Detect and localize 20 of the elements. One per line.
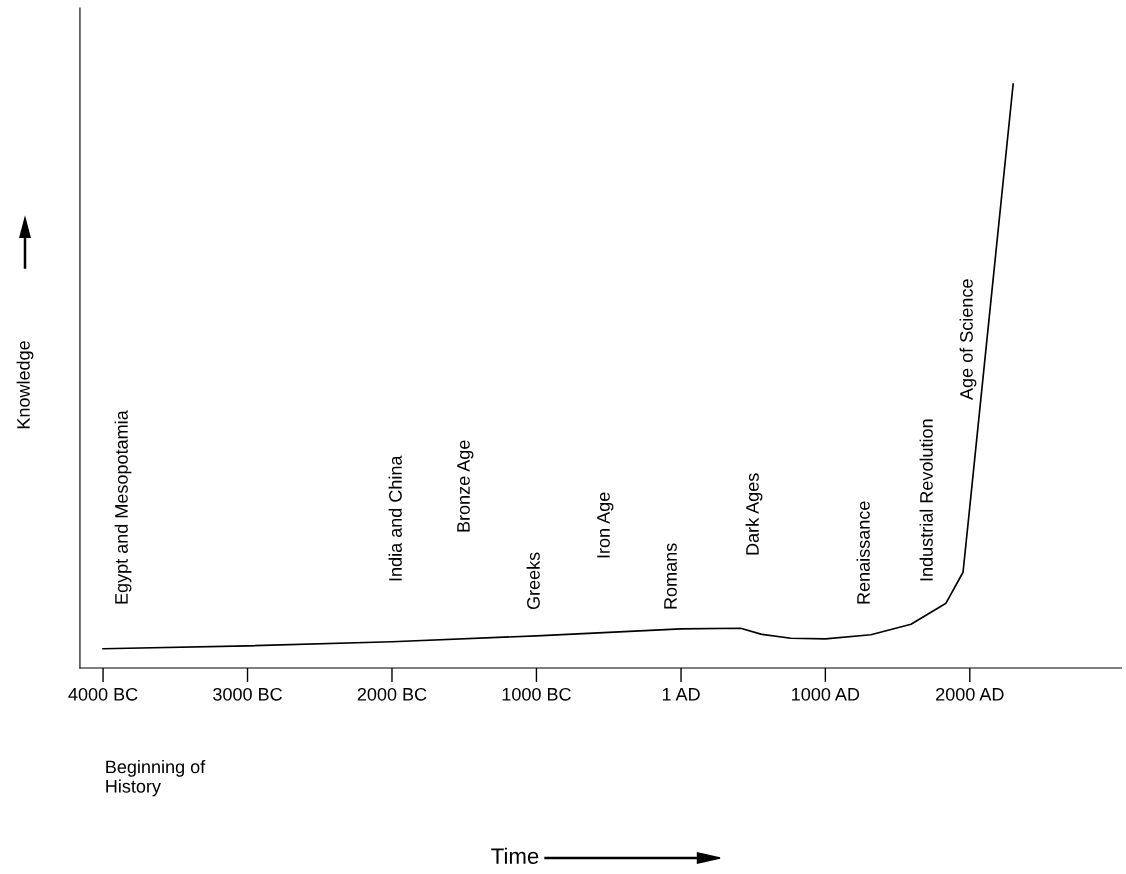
y-axis-title: Knowledge	[16, 341, 34, 429]
x-tick-label: 4000 BC	[68, 687, 138, 701]
annotation: Egypt and Mesopotamia	[114, 410, 132, 604]
annotation: Iron Age	[597, 492, 614, 558]
x-tick-label: 1000 AD	[792, 687, 860, 701]
annotation: Renaissance	[856, 501, 870, 604]
annotation: Greeks	[526, 552, 540, 610]
annotation: Romans	[664, 543, 677, 609]
x-tick-label: 3000 BC	[213, 687, 282, 701]
x-tick-label: 1000 BC	[502, 687, 571, 701]
text: Time	[491, 847, 539, 864]
annotation: India and China	[388, 455, 402, 581]
x-tick-label: 2000 BC	[357, 687, 427, 701]
annotation: Dark Ages	[745, 473, 763, 555]
x-tick-label: 2000 AD	[936, 687, 1004, 701]
annotation: Age of Science	[959, 279, 977, 400]
annotation: Bronze Age	[457, 440, 474, 532]
x-tick-label: 1 AD	[662, 688, 700, 701]
annotation: Industrial Revolution	[919, 419, 933, 581]
text: Beginning of History	[106, 760, 206, 797]
